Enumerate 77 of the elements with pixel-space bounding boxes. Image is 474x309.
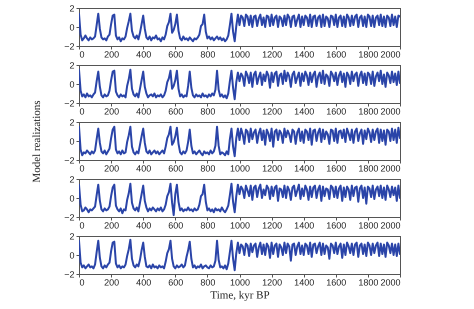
x-tick-label: 800	[200, 278, 216, 288]
line-series	[79, 12, 400, 42]
x-tick-label: 2000	[380, 278, 400, 288]
x-tick-label: 1400	[294, 278, 314, 288]
x-tick-label: 1000	[230, 164, 250, 174]
line-series	[79, 126, 400, 158]
x-tick-label: 1800	[358, 278, 378, 288]
y-tick-label: 0	[69, 80, 74, 90]
line-series	[79, 182, 400, 216]
x-tick-label: 2000	[380, 164, 400, 174]
x-tick-label: 1800	[358, 50, 378, 60]
x-tick-label: 1000	[230, 220, 250, 230]
y-tick-label: 0	[69, 22, 74, 32]
x-tick-label: 600	[168, 50, 184, 60]
x-tick-label: 1600	[326, 278, 346, 288]
x-tick-label: 0	[80, 106, 85, 116]
x-tick-label: 400	[136, 164, 152, 174]
x-tick-label: 800	[200, 164, 216, 174]
x-tick-label: 600	[168, 278, 184, 288]
x-tick-label: 1200	[262, 278, 282, 288]
x-axis-title: Time, kyr BP	[210, 290, 270, 302]
x-tick-label: 400	[136, 50, 152, 60]
y-tick-label: −2	[64, 156, 74, 166]
x-tick-label: 1400	[294, 220, 314, 230]
x-tick-label: 600	[168, 220, 184, 230]
x-tick-label: 1400	[294, 50, 314, 60]
x-tick-label: 800	[200, 50, 216, 60]
x-tick-label: 2000	[380, 106, 400, 116]
x-tick-label: 600	[168, 164, 184, 174]
x-tick-label: 1000	[230, 106, 250, 116]
x-tick-label: 200	[104, 278, 120, 288]
x-tick-label: 1000	[230, 50, 250, 60]
x-tick-label: 1600	[326, 164, 346, 174]
x-tick-label: 1200	[262, 106, 282, 116]
y-tick-label: 0	[69, 250, 74, 260]
y-tick-label: 0	[69, 136, 74, 146]
line-series	[79, 238, 400, 272]
x-tick-label: 1200	[262, 220, 282, 230]
x-tick-label: 400	[136, 278, 152, 288]
y-tick-label: 2	[69, 4, 74, 14]
line-series	[79, 68, 400, 100]
x-tick-label: 800	[200, 106, 216, 116]
y-axis-title: Model realizations	[31, 100, 44, 183]
x-tick-label: 1600	[326, 220, 346, 230]
x-tick-label: 200	[104, 50, 120, 60]
x-tick-label: 200	[104, 220, 120, 230]
y-tick-label: 2	[69, 118, 74, 128]
x-tick-label: 400	[136, 106, 152, 116]
x-tick-label: 2000	[380, 220, 400, 230]
y-tick-label: −2	[64, 270, 74, 280]
x-tick-label: 1400	[294, 164, 314, 174]
y-tick-label: 2	[69, 60, 74, 70]
x-tick-label: 400	[136, 220, 152, 230]
x-tick-label: 1200	[262, 164, 282, 174]
x-tick-label: 0	[80, 278, 85, 288]
x-tick-label: 600	[168, 106, 184, 116]
x-tick-label: 800	[200, 220, 216, 230]
x-tick-label: 0	[80, 220, 85, 230]
x-tick-label: 0	[80, 164, 85, 174]
x-tick-label: 1200	[262, 50, 282, 60]
y-tick-label: 2	[69, 174, 74, 184]
x-tick-label: 200	[104, 164, 120, 174]
y-tick-label: 0	[69, 194, 74, 204]
y-tick-label: −2	[64, 212, 74, 222]
y-tick-label: 2	[69, 232, 74, 242]
x-tick-label: 1800	[358, 164, 378, 174]
x-tick-label: 0	[80, 50, 85, 60]
x-tick-label: 2000	[380, 50, 400, 60]
x-tick-label: 1800	[358, 106, 378, 116]
x-tick-label: 200	[104, 106, 120, 116]
x-tick-label: 1600	[326, 50, 346, 60]
x-tick-label: 1800	[358, 220, 378, 230]
x-tick-label: 1400	[294, 106, 314, 116]
x-tick-label: 1600	[326, 106, 346, 116]
y-tick-label: −2	[64, 98, 74, 108]
y-tick-label: −2	[64, 42, 74, 52]
x-tick-label: 1000	[230, 278, 250, 288]
